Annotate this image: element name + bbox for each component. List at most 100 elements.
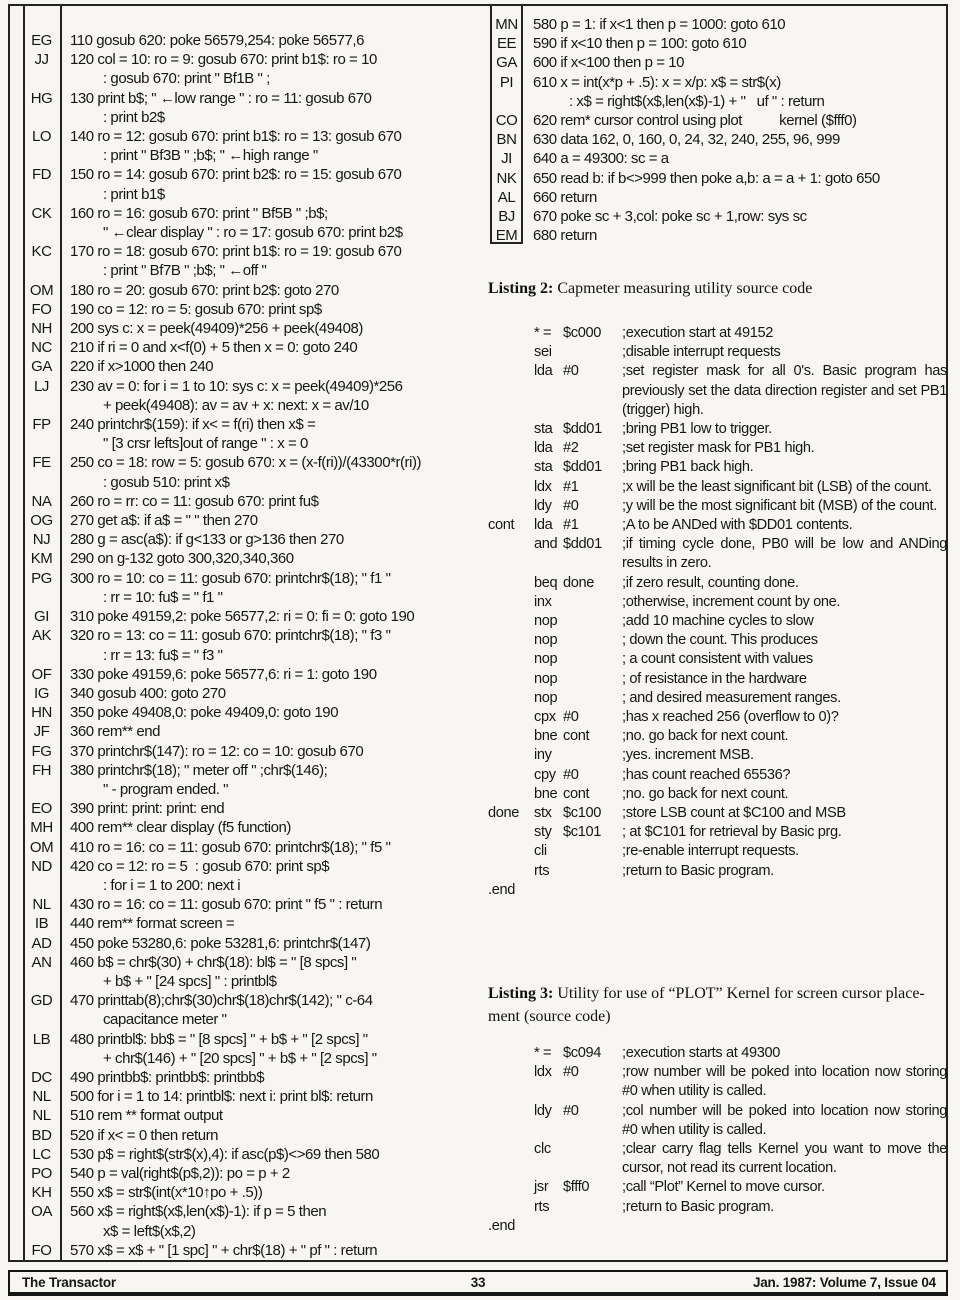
basic-row: EO 390 print: print: print: end	[10, 799, 480, 818]
asm-row: .end	[488, 881, 947, 900]
basic-row: EE 590 if x<10 then p = 100: goto 610	[492, 34, 948, 53]
checksum-code: OM	[29, 838, 54, 856]
checksum-code: PG	[31, 569, 52, 587]
asm-row: and $dd01 ;if timing cycle done, PB0 will …	[488, 535, 947, 573]
asm-label	[488, 766, 534, 785]
code-text: 390 print: print: print: end	[70, 799, 225, 818]
checksum-code: HN	[31, 704, 52, 722]
checksum-code: FE	[32, 454, 51, 472]
asm-label	[488, 631, 534, 650]
checksum-code: GA	[31, 358, 52, 376]
asm-label	[488, 1102, 534, 1140]
code-text: 110 gosub 620: poke 56579,254: poke 5657…	[70, 31, 364, 50]
asm-row: clc ;clear carry flag tells Kernel you wa…	[488, 1140, 947, 1178]
asm-comment: ;set register mask for all 0's. Basic pr…	[622, 363, 947, 418]
asm-operand	[563, 689, 622, 708]
code-line: 600 if x<100 then p = 10	[533, 54, 684, 72]
checksum-code: MN	[495, 16, 518, 33]
asm-comment: ;re-enable interrupt requests.	[622, 843, 799, 860]
asm-row: nop ; and desired measurement ranges.	[488, 689, 947, 708]
listing3-caption-text: Utility for use of “PLOT” Kernel for scr…	[488, 985, 925, 1025]
asm-operand: #1	[563, 478, 579, 495]
code-line: 460 b$ = chr$(30) + chr$(18): bl$ = " [8…	[70, 953, 357, 971]
asm-comment: ;otherwise, increment count by one.	[622, 593, 841, 610]
checksum-code: CK	[31, 204, 52, 222]
asm-row: jsr $fff0 ;call “Plot” Kernel to move curs…	[488, 1178, 947, 1197]
asm-row: nop ;add 10 machine cycles to slow	[488, 612, 947, 631]
asm-row: * = $c000 ;execution start at 49152	[488, 324, 947, 343]
basic-row: NL 510 rem ** format output	[10, 1106, 480, 1125]
asm-operand: $dd01	[563, 459, 602, 476]
code-line: + peek(49408): av = av + x: next: x = av…	[103, 396, 369, 414]
basic-listing-right-column: MN 580 p = 1: if x<1 then p = 1000: goto …	[492, 15, 948, 245]
code-text: 270 get a$: if a$ = " " then 270	[70, 511, 258, 530]
asm-operand: #0	[563, 1064, 579, 1081]
asm-comment: ;return to Basic program.	[622, 1198, 774, 1215]
asm-mnemonic: nop	[534, 632, 558, 649]
code-line: : print b2$	[103, 108, 165, 126]
code-line: 230 av = 0: for i = 1 to 10: sys c: x = …	[70, 377, 403, 395]
checksum-code: IG	[34, 684, 49, 702]
code-line: " [3 crsr lefts]out of range " : x = 0	[103, 435, 308, 453]
code-text: 130 print b$; " ←low range " : ro = 11: …	[70, 89, 372, 127]
asm-operand	[563, 746, 622, 765]
code-line: 680 return	[533, 227, 597, 245]
checksum-code: AD	[31, 934, 52, 952]
asm-label: cont	[488, 517, 515, 534]
checksum-code: OG	[30, 512, 53, 530]
code-text: 550 x$ = str$(int(x*10↑po + .5))	[70, 1183, 263, 1202]
asm-row: bne cont ;no. go back for next count.	[488, 785, 947, 804]
checksum-code: BN	[496, 131, 517, 149]
checksum-code: GD	[30, 992, 53, 1010]
code-line: : rr = 10: fu$ = " f1 "	[103, 588, 223, 606]
code-text: 520 if x< = 0 then return	[70, 1126, 218, 1145]
checksum-code: NH	[31, 320, 52, 338]
checksum-code: LB	[32, 1030, 51, 1048]
asm-comment: ;execution start at 49152	[622, 325, 774, 341]
asm-operand	[563, 612, 622, 631]
asm-operand: #1	[563, 517, 579, 534]
asm-mnemonic: ldx	[534, 1064, 552, 1081]
code-text: 420 co = 12: ro = 5 : gosub 670: print s…	[70, 857, 330, 895]
asm-label	[488, 574, 534, 593]
asm-operand: $dd01	[563, 421, 602, 438]
asm-mnemonic: cpy	[534, 766, 556, 783]
asm-comment: ;execution starts at 49300	[622, 1045, 781, 1061]
listing3-assembly-code: * = $c094 ;execution starts at 49300 ldx #0;…	[488, 1044, 947, 1236]
asm-operand: cont	[563, 785, 590, 802]
checksum-code: CO	[495, 112, 518, 130]
asm-operand: #0	[563, 363, 579, 380]
code-line: 540 p = val(right$(p$,2)): po = p + 2	[70, 1164, 290, 1182]
asm-comment: ;if timing cycle done, PB0 will be low a…	[622, 536, 947, 572]
code-text: 500 for i = 1 to 14: printbl$: next i: p…	[70, 1087, 373, 1106]
code-line: + b$ + " [24 spcs] " : printbl$	[103, 972, 277, 990]
basic-row: NJ 280 g = asc(a$): if g<133 or g>136 the…	[10, 530, 480, 549]
checksum-code: GA	[496, 54, 517, 72]
asm-mnemonic: nop	[534, 651, 558, 668]
code-line: 350 poke 49408,0: poke 49409,0: goto 190	[70, 704, 339, 722]
checksum-code: EO	[31, 800, 52, 818]
basic-row: GD 470 printtab(8);chr$(30)chr$(18)chr$(1…	[10, 991, 480, 1029]
checksum-code: ND	[31, 857, 52, 875]
asm-mnemonic: bne	[534, 728, 558, 745]
code-line: 320 ro = 13: co = 11: gosub 670: printch…	[70, 627, 391, 645]
asm-label	[488, 458, 534, 477]
asm-mnemonic: lda	[534, 440, 553, 457]
code-text: 320 ro = 13: co = 11: gosub 670: printch…	[70, 626, 391, 664]
asm-row: ldy #0 ;y will be the most significant bit…	[488, 497, 947, 516]
code-line: " ←clear display " : ro = 17: gosub 670:…	[103, 224, 403, 242]
code-line: 610 x = int(x*p + .5): x = x/p: x$ = str…	[533, 73, 781, 91]
basic-row: ND 420 co = 12: ro = 5 : gosub 670: print…	[10, 857, 480, 895]
code-text: 410 ro = 16: co = 11: gosub 670: printch…	[70, 838, 391, 857]
code-line: 560 x$ = right$(x$,len(x$)-1): if p = 5 …	[70, 1203, 327, 1221]
code-text: 220 if x>1000 then 240	[70, 357, 214, 376]
checksum-code: AN	[31, 953, 52, 971]
checksum-code: IB	[34, 915, 49, 933]
code-line: 130 print b$; " ←low range " : ro = 11: …	[70, 89, 372, 107]
code-line: 290 on g-132 goto 300,320,340,360	[70, 550, 294, 568]
code-line: 280 g = asc(a$): if g<133 or g>136 then …	[70, 531, 344, 549]
asm-label	[488, 420, 534, 439]
asm-comment: ;has count reached 65536?	[622, 766, 791, 783]
basic-row: OA 560 x$ = right$(x$,len(x$)-1): if p = …	[10, 1202, 480, 1240]
asm-mnemonic: nop	[534, 689, 558, 706]
